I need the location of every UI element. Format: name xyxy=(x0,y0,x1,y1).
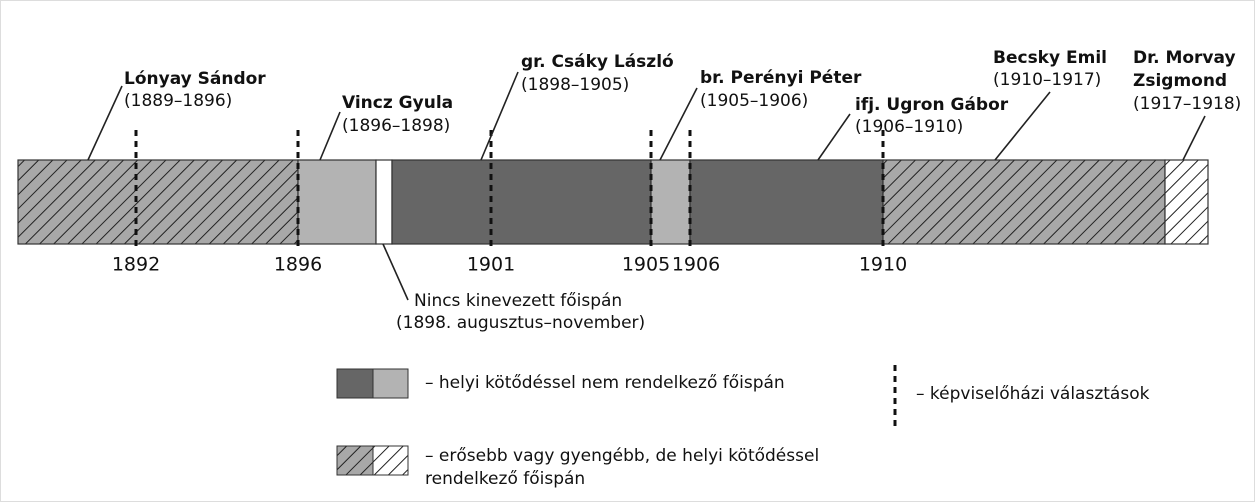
year: 1905 xyxy=(622,254,670,276)
leader-lines xyxy=(87,71,1206,301)
year: 1892 xyxy=(112,254,160,276)
legend: – helyi kötődéssel nem rendelkező főispá… xyxy=(336,365,1150,489)
year: 1896 xyxy=(274,254,322,276)
segment xyxy=(297,159,377,245)
official-term: (1896–1898) xyxy=(342,116,450,136)
segment xyxy=(391,159,652,245)
legend-text: – helyi kötődéssel nem rendelkező főispá… xyxy=(425,373,785,393)
official-name: Lónyay Sándor xyxy=(124,69,266,89)
legend-text: rendelkező főispán xyxy=(425,469,585,489)
timeline-bar xyxy=(17,159,1209,245)
official-term: (1905–1906) xyxy=(700,91,808,111)
official-term: (1906–1910) xyxy=(855,117,963,137)
election-markers xyxy=(134,130,885,250)
year: 1901 xyxy=(467,254,515,276)
official-name: Vincz Gyula xyxy=(342,93,453,113)
segment xyxy=(689,159,884,245)
segment xyxy=(882,159,1166,245)
segment xyxy=(17,159,299,245)
legend-swatch xyxy=(372,368,409,399)
segment xyxy=(1164,159,1209,245)
segment xyxy=(375,159,393,245)
legend-swatch xyxy=(336,368,374,399)
official-name: Zsigmond xyxy=(1133,71,1227,91)
official-name: gr. Csáky László xyxy=(521,52,674,72)
official-term: (1917–1918) xyxy=(1133,94,1241,114)
official-name: Dr. Morvay xyxy=(1133,48,1236,68)
year-labels: 1892 1896 1901 1905 1906 1910 xyxy=(112,254,907,276)
official-term: (1898–1905) xyxy=(521,75,629,95)
official-name: br. Perényi Péter xyxy=(700,68,862,88)
legend-text: – képviselőházi választások xyxy=(916,384,1150,404)
legend-swatch xyxy=(372,445,409,476)
legend-swatch xyxy=(336,445,374,476)
official-name: ifj. Ugron Gábor xyxy=(855,95,1009,115)
official-term: (1910–1917) xyxy=(993,70,1101,90)
gap-note: (1898. augusztus–november) xyxy=(396,313,645,333)
legend-text: – erősebb vagy gyengébb, de helyi kötődé… xyxy=(425,446,819,466)
year: 1910 xyxy=(859,254,907,276)
official-term: (1889–1896) xyxy=(124,91,232,111)
segment xyxy=(650,159,691,245)
official-name: Becsky Emil xyxy=(993,48,1107,68)
gap-note: Nincs kinevezett főispán xyxy=(414,291,622,311)
year: 1906 xyxy=(672,254,720,276)
